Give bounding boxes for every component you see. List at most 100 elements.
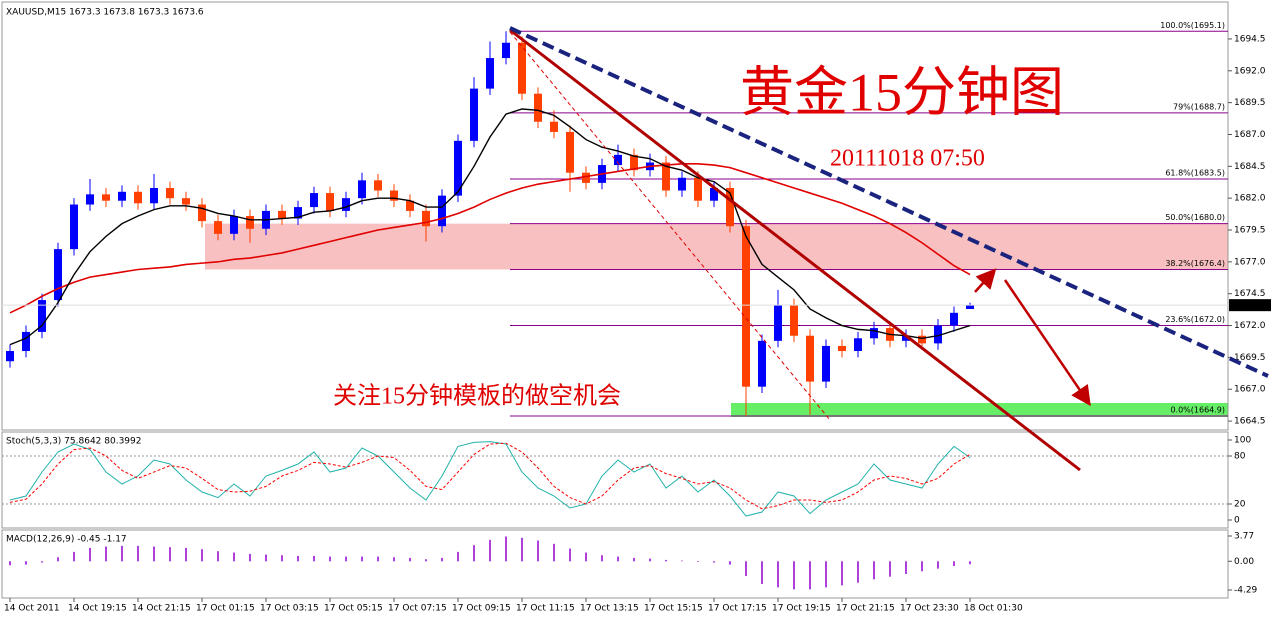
x-tick-label: 17 Oct 09:15: [452, 604, 511, 614]
candle-body: [470, 88, 478, 141]
candle-body: [22, 331, 30, 352]
zones: [205, 223, 1228, 417]
candle-body: [374, 180, 382, 191]
moving-average: [9, 108, 971, 346]
y-tick-label: 1667.0: [1234, 385, 1266, 395]
x-tick-label: 17 Oct 23:30: [900, 604, 959, 614]
y-tick-label: 1687.0: [1234, 130, 1266, 140]
y-tick-label: 1689.5: [1234, 98, 1266, 108]
y-tick-label: 0: [1234, 516, 1240, 526]
candle-body: [662, 162, 670, 191]
x-tick-label: 14 Oct 21:15: [132, 604, 191, 614]
candle-body: [6, 351, 14, 362]
annotation: 关注15分钟模板的做空机会: [333, 383, 621, 410]
fib-label: 0.0%(1664.9): [1170, 405, 1225, 414]
candle-body: [230, 216, 238, 234]
stoch-title: Stoch(5,3,3) 75.8642 80.3992: [6, 437, 141, 447]
candle-body: [774, 305, 782, 341]
candle-body: [502, 42, 510, 59]
candle-body: [550, 121, 558, 132]
stoch-panel: [1, 431, 1229, 529]
candle-body: [934, 325, 942, 344]
y-tick-label: 1677.0: [1234, 257, 1266, 267]
y-tick-label: 3.77: [1234, 532, 1254, 542]
y-tick-label: 1694.5: [1234, 34, 1266, 44]
candle-body: [310, 193, 318, 208]
candle-body: [918, 335, 926, 344]
candle-body: [278, 210, 286, 219]
main-panel: [1, 1, 1229, 431]
candle-body: [630, 154, 638, 171]
y-tick-label: 0.00: [1234, 557, 1254, 567]
last-price-box: [1229, 299, 1271, 312]
resistance-zone: [205, 223, 510, 270]
annotation: 20111018 07:50: [830, 146, 985, 172]
x-tick-label: 17 Oct 05:15: [324, 604, 383, 614]
candle-body: [150, 187, 158, 204]
candle-body: [326, 193, 334, 211]
candle-body: [966, 305, 974, 309]
x-tick-label: 17 Oct 21:15: [836, 604, 895, 614]
x-tick-label: 17 Oct 03:15: [260, 604, 319, 614]
y-tick-label: 1669.5: [1234, 353, 1266, 363]
fib-label: 23.6%(1672.0): [1165, 315, 1225, 324]
candle-body: [790, 305, 798, 336]
candle-body: [390, 190, 398, 201]
candle-body: [198, 204, 206, 222]
y-tick-label: 1664.5: [1234, 417, 1266, 427]
x-tick-label: 17 Oct 15:15: [644, 604, 703, 614]
candle-body: [742, 226, 750, 387]
x-tick-label: 14 Oct 19:15: [68, 604, 127, 614]
x-tick-label: 14 Oct 2011: [4, 604, 60, 614]
y-tick-label: 1674.5: [1234, 289, 1266, 299]
candle-body: [342, 198, 350, 211]
candle-body: [758, 340, 766, 387]
arrow: [1003, 279, 1091, 407]
resistance-zone: [510, 223, 1228, 270]
candle-body: [534, 93, 542, 122]
x-tick-label: 18 Oct 01:30: [964, 604, 1023, 614]
y-tick-label: 80: [1234, 452, 1246, 462]
candle-body: [54, 249, 62, 301]
moving-average: [9, 162, 971, 314]
candle-body: [902, 335, 910, 341]
candle-body: [422, 210, 430, 227]
y-tick-label: 20: [1234, 500, 1246, 510]
fib-label: 79%(1688.7): [1173, 102, 1225, 111]
candle-body: [70, 204, 78, 250]
stoch-line: [9, 441, 971, 517]
channel-line: [509, 26, 1269, 378]
candle-body: [406, 200, 414, 211]
candle-body: [182, 198, 190, 205]
macd-title: MACD(12,26,9) -0.45 -1.17: [6, 535, 127, 545]
candle-body: [710, 187, 718, 201]
candle-body: [246, 216, 254, 229]
annotation: 黄金15分钟图: [740, 62, 1064, 122]
candle-body: [566, 131, 574, 173]
candle-body: [294, 207, 302, 219]
candle-body: [166, 187, 174, 199]
last-price-label: 1673.6: [1233, 301, 1265, 311]
candle-body: [822, 345, 830, 382]
candle-body: [214, 221, 222, 234]
target-zone: [731, 403, 1228, 417]
y-tick-label: 100: [1234, 436, 1251, 446]
fib-label: 100.0%(1695.1): [1160, 21, 1225, 30]
candle-body: [694, 177, 702, 201]
x-tick-label: 17 Oct 13:15: [580, 604, 639, 614]
candle-body: [102, 194, 110, 201]
candle-body: [614, 154, 622, 166]
y-tick-label: 1672.0: [1234, 321, 1266, 331]
candle-body: [726, 187, 734, 227]
macd-panel: [1, 529, 1229, 599]
fib-label: 50.0%(1680.0): [1165, 213, 1225, 222]
y-tick-label: 1682.0: [1234, 194, 1266, 204]
candle-body: [678, 177, 686, 191]
candle-body: [838, 345, 846, 352]
candle-body: [486, 58, 494, 89]
candle-body: [950, 312, 958, 326]
candle-body: [854, 338, 862, 352]
